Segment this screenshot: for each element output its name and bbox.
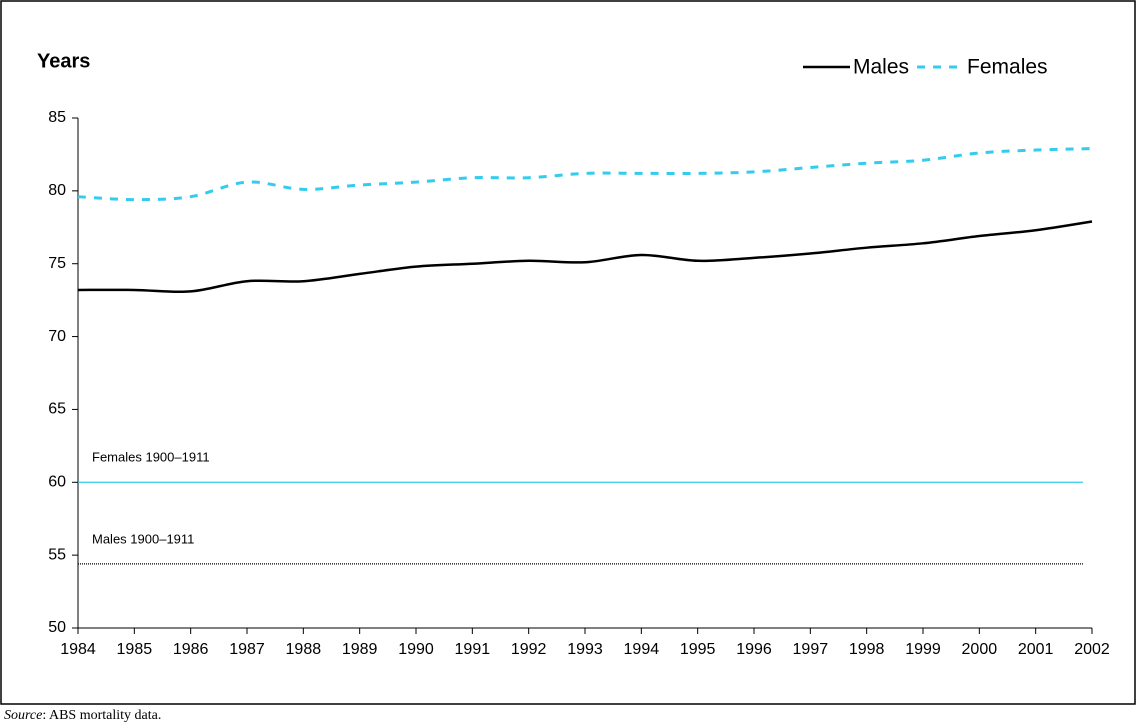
x-tick-label: 1991 [455, 641, 491, 658]
x-tick-label: 2000 [962, 641, 998, 658]
x-tick-label: 1987 [229, 641, 265, 658]
y-tick-label: 60 [48, 474, 66, 491]
legend-label: Females [967, 56, 1048, 79]
reference-label: Males 1900–1911 [92, 531, 194, 546]
x-tick-label: 1988 [286, 641, 322, 658]
x-tick-label: 1996 [736, 641, 772, 658]
series-line [77, 147, 1093, 202]
y-tick-label: 75 [48, 255, 66, 272]
source-label: Source [4, 708, 42, 723]
frame [0, 0, 1136, 705]
x-tick-label: 1995 [680, 641, 716, 658]
y-tick-label: 80 [48, 182, 66, 199]
series-line [77, 220, 1093, 294]
x-tick-label: 1986 [173, 641, 209, 658]
x-tick-label: 1994 [624, 641, 660, 658]
y-tick-label: 85 [48, 109, 66, 126]
x-tick-label: 1989 [342, 641, 378, 658]
x-tick-label: 2001 [1018, 641, 1054, 658]
x-tick-label: 1997 [793, 641, 829, 658]
y-tick-label: 65 [48, 401, 66, 418]
source-note: Source: ABS mortality data. [4, 708, 161, 723]
legend-label: Males [853, 56, 909, 79]
y-tick-label: 55 [48, 546, 66, 563]
y-tick-label: 50 [48, 619, 66, 636]
source-text: : ABS mortality data. [42, 708, 161, 723]
y-axis-label: Years [37, 50, 90, 72]
x-tick-label: 2002 [1074, 641, 1110, 658]
x-tick-label: 1985 [117, 641, 153, 658]
x-tick-label: 1984 [60, 641, 96, 658]
x-tick-label: 1992 [511, 641, 547, 658]
x-tick-label: 1990 [398, 641, 434, 658]
x-tick-label: 1998 [849, 641, 885, 658]
y-tick-label: 70 [48, 328, 66, 345]
x-tick-label: 1993 [567, 641, 603, 658]
x-tick-label: 1999 [905, 641, 941, 658]
reference-label: Females 1900–1911 [92, 450, 210, 465]
